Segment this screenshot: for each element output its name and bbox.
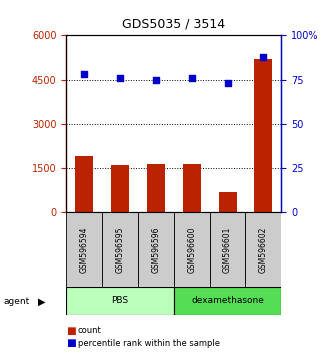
Bar — [102, 212, 138, 287]
Bar — [218, 192, 237, 212]
Text: count: count — [78, 326, 102, 336]
Text: ■: ■ — [66, 326, 76, 336]
Text: GDS5035 / 3514: GDS5035 / 3514 — [122, 17, 225, 30]
Text: GSM596601: GSM596601 — [223, 226, 232, 273]
Bar — [246, 212, 281, 287]
Text: GSM596595: GSM596595 — [116, 226, 124, 273]
Bar — [75, 156, 93, 212]
Bar — [138, 212, 174, 287]
Point — [261, 54, 266, 59]
Bar — [66, 212, 102, 287]
Text: GSM596602: GSM596602 — [259, 226, 268, 273]
Bar — [210, 212, 246, 287]
Text: PBS: PBS — [112, 296, 128, 306]
Text: GSM596596: GSM596596 — [151, 226, 160, 273]
Text: agent: agent — [3, 297, 29, 306]
Bar — [255, 59, 272, 212]
Point — [189, 75, 194, 81]
Point — [117, 75, 122, 81]
Text: percentile rank within the sample: percentile rank within the sample — [78, 339, 220, 348]
Text: GSM596594: GSM596594 — [80, 226, 89, 273]
Text: ■: ■ — [66, 338, 76, 348]
Bar — [66, 287, 174, 315]
Text: dexamethasone: dexamethasone — [191, 296, 264, 306]
Point — [225, 80, 230, 86]
Text: GSM596600: GSM596600 — [187, 226, 196, 273]
Bar — [147, 164, 165, 212]
Bar — [174, 287, 281, 315]
Text: ▶: ▶ — [38, 297, 46, 307]
Point — [153, 77, 159, 82]
Bar — [183, 164, 201, 212]
Bar — [111, 165, 129, 212]
Bar — [174, 212, 210, 287]
Point — [81, 72, 87, 77]
